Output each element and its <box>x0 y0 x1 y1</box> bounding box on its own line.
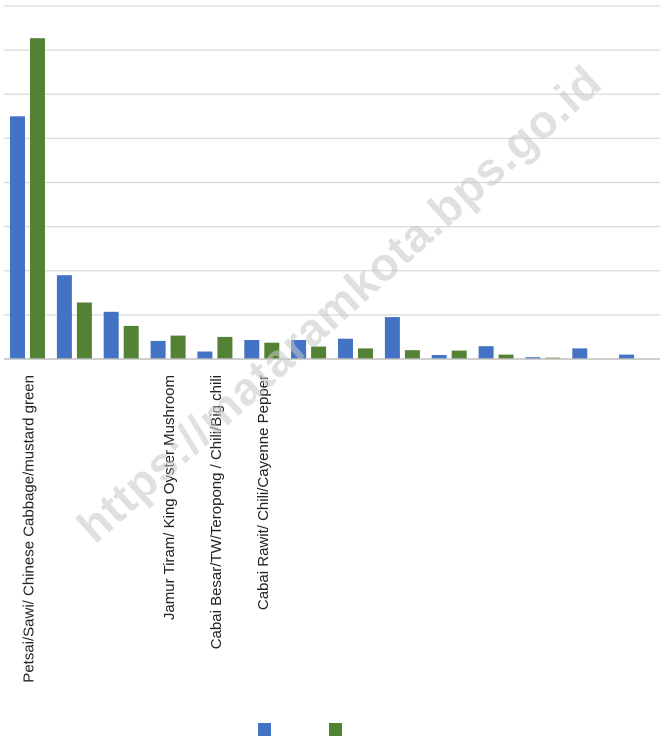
legend-swatch-2 <box>329 723 342 736</box>
bar-series-1-item-10 <box>431 355 447 359</box>
gridlines <box>4 5 660 316</box>
bar-series-1-item-5 <box>197 351 213 359</box>
legend-swatch-1 <box>258 723 271 736</box>
x-tick-labels: Petsai/Sawi/ Chinese Cabbage/mustard gre… <box>21 375 272 683</box>
bar-series-1-item-11 <box>478 346 494 359</box>
bar-series-1-item-14 <box>619 354 635 359</box>
bar-series-2-item-5 <box>217 336 233 359</box>
watermark: https://mataramkota.bps.go.id <box>67 55 611 553</box>
bar-series-1-item-13 <box>572 348 588 359</box>
legend <box>258 723 342 736</box>
bar-series-2-item-3 <box>123 325 139 359</box>
bar-series-2-item-1 <box>30 38 45 359</box>
bar-series-2-item-9 <box>404 350 420 359</box>
bar-series-2-item-6 <box>264 342 280 359</box>
bar-series-1-item-7 <box>291 340 307 359</box>
x-tick-label: Cabai Besar/TW/Teropong / Chili/Big chil… <box>208 375 225 649</box>
bar-series-2-item-4 <box>170 335 186 359</box>
bar-series-1-item-6 <box>244 340 260 359</box>
x-tick-label: Petsai/Sawi/ Chinese Cabbage/mustard gre… <box>21 375 38 683</box>
bar-series-1-item-9 <box>384 317 400 359</box>
x-tick-label: Cabai Rawit/ Chili/Cayenne Pepper <box>255 375 272 610</box>
bar-series-2-item-7 <box>311 346 327 359</box>
bar-series-1-item-12 <box>525 357 541 359</box>
bar-series-1-item-1 <box>10 116 25 359</box>
bar-series-2-item-8 <box>358 348 373 359</box>
bar-series-1-item-3 <box>103 311 119 359</box>
bars <box>10 38 635 359</box>
bar-series-2-item-2 <box>76 302 92 359</box>
bar-series-1-item-8 <box>338 338 353 359</box>
x-tick-label: Jamur Tiram/ King Oyster Mushroom <box>161 375 178 620</box>
bar-series-2-item-10 <box>451 350 467 359</box>
bar-series-1-item-2 <box>56 275 72 359</box>
bar-series-2-item-11 <box>498 354 514 359</box>
bar-series-1-item-4 <box>150 340 166 359</box>
